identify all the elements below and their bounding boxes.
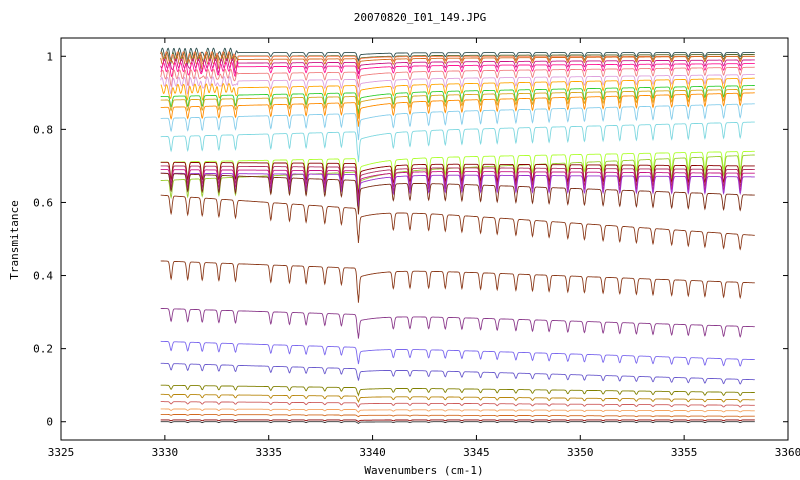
spectrum-line <box>160 74 755 97</box>
spectrum-line <box>160 408 755 414</box>
y-tick-label: 0.6 <box>33 196 53 209</box>
plot-frame <box>60 37 789 441</box>
spectrum-line <box>160 77 755 105</box>
spectrum-line <box>160 103 755 141</box>
x-tick-label: 3340 <box>359 446 386 459</box>
spectrum-line <box>160 66 755 88</box>
spectrum-line <box>160 260 755 303</box>
spectrum-line <box>160 121 755 163</box>
y-tick-label: 0.2 <box>33 343 53 356</box>
spectrum-line <box>160 393 755 404</box>
spectrum-line <box>160 169 755 206</box>
x-axis: 3325 3330 3335 3340 3345 3350 3355 3360 <box>48 38 800 459</box>
x-tick-label: 3350 <box>567 446 594 459</box>
y-axis-title: Transmitance <box>8 200 21 279</box>
spectrum-line <box>160 58 755 75</box>
spectrum-line <box>160 401 755 409</box>
x-axis-title: Wavenumbers (cm-1) <box>364 464 483 477</box>
y-tick-label: 1 <box>46 50 53 63</box>
spectrum-line <box>160 47 755 63</box>
spectrum-line <box>160 54 755 71</box>
x-tick-label: 3335 <box>255 446 282 459</box>
spectrum-line <box>160 307 755 339</box>
spectrum-line <box>160 194 755 251</box>
y-tick-label: 0.8 <box>33 123 53 136</box>
y-axis: 0 0.2 0.4 0.6 0.8 1 <box>33 50 788 429</box>
x-tick-label: 3345 <box>463 446 490 459</box>
spectrum-line <box>160 413 755 418</box>
x-tick-label: 3325 <box>48 446 75 459</box>
spectrum-line <box>160 92 755 127</box>
spectrum-line <box>160 362 755 385</box>
x-tick-label: 3360 <box>775 446 800 459</box>
spectrum-line <box>160 172 755 210</box>
spectrum-line <box>160 421 755 424</box>
y-tick-label: 0 <box>46 416 53 429</box>
spectrum-line <box>160 88 755 119</box>
x-tick-label: 3355 <box>671 446 698 459</box>
spectrum-line <box>160 85 755 115</box>
spectrum-line <box>160 384 755 397</box>
spectrum-line <box>160 61 755 79</box>
spectrum-line <box>160 161 755 197</box>
spectrum-line <box>160 165 755 202</box>
series-group <box>160 47 755 424</box>
spectrum-line <box>160 51 755 68</box>
y-tick-label: 0.4 <box>33 270 53 283</box>
chart-title: 20070820_I01_149.JPG <box>354 11 486 24</box>
spectrum-line <box>160 419 755 423</box>
spectrum-line <box>160 172 755 215</box>
spectrum-line <box>160 150 755 193</box>
x-tick-label: 3330 <box>152 446 179 459</box>
spectrum-line <box>160 340 755 367</box>
